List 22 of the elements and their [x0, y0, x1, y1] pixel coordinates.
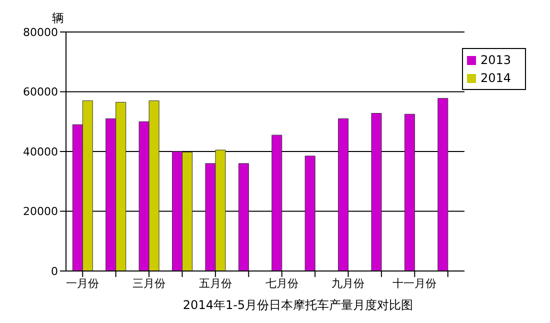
bar: [438, 98, 448, 271]
x-tick-label: 五月份: [198, 276, 232, 290]
legend-label: 2013: [480, 53, 511, 67]
y-tick-label: 0: [51, 264, 58, 278]
text: 2014年1-5月份日本摩托车产量月度对比图: [182, 297, 414, 314]
y-axis-title: 辆: [52, 10, 64, 27]
x-tick-label: 十一月份: [392, 276, 437, 290]
x-tick-label: 九月份: [332, 276, 365, 290]
bar: [371, 113, 382, 271]
bar: [338, 118, 349, 271]
bar: [238, 163, 249, 271]
y-tick-label: 20000: [23, 205, 58, 218]
bar: [304, 156, 316, 271]
y-tick-label: 40000: [23, 145, 58, 158]
y-tick-label: 80000: [23, 26, 58, 39]
legend-label: 2014: [480, 71, 511, 85]
bar: [272, 134, 282, 271]
x-tick-label: 三月份: [132, 276, 166, 290]
x-tick-label: 一月份: [66, 276, 100, 290]
y-tick-label: 60000: [23, 86, 58, 99]
bar: [404, 114, 415, 271]
x-tick-label: 七月份: [265, 276, 298, 290]
